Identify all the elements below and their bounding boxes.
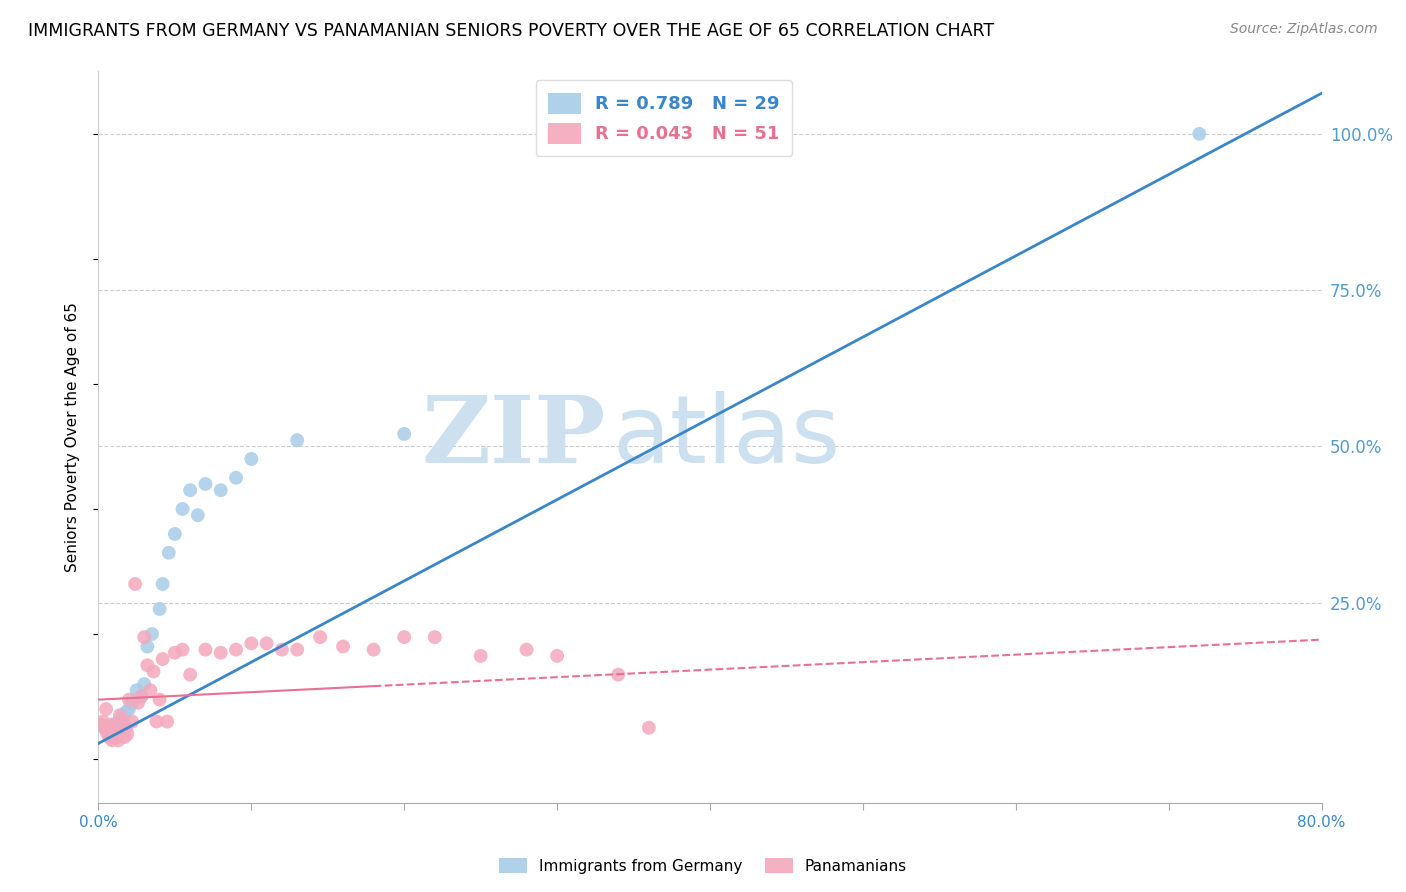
- Point: [134, 630, 156, 644]
- Point: [93, 721, 115, 735]
- Point: [121, 714, 143, 729]
- Point: [111, 708, 134, 723]
- Point: [470, 648, 492, 663]
- Legend: Immigrants from Germany, Panamanians: Immigrants from Germany, Panamanians: [494, 852, 912, 880]
- Point: [172, 502, 194, 516]
- Legend: R = 0.789   N = 29, R = 0.043   N = 51: R = 0.789 N = 29, R = 0.043 N = 51: [536, 80, 793, 156]
- Point: [100, 727, 122, 741]
- Point: [179, 667, 201, 681]
- Point: [107, 714, 129, 729]
- Point: [270, 642, 292, 657]
- Point: [108, 708, 131, 723]
- Point: [156, 714, 179, 729]
- Point: [94, 702, 117, 716]
- Point: [101, 733, 124, 747]
- Point: [163, 646, 186, 660]
- Point: [115, 705, 138, 719]
- Point: [194, 642, 217, 657]
- Point: [98, 730, 121, 744]
- Point: [607, 667, 630, 681]
- Point: [117, 727, 139, 741]
- Point: [209, 483, 232, 498]
- Point: [118, 692, 141, 706]
- Point: [110, 711, 132, 725]
- Point: [139, 683, 162, 698]
- Point: [225, 471, 247, 485]
- Point: [104, 730, 127, 744]
- Point: [225, 642, 247, 657]
- Point: [94, 723, 117, 738]
- Point: [145, 714, 167, 729]
- Point: [285, 434, 308, 448]
- Point: [194, 477, 217, 491]
- Point: [134, 677, 156, 691]
- Point: [363, 642, 385, 657]
- Point: [240, 636, 263, 650]
- Point: [110, 723, 132, 738]
- Point: [149, 692, 172, 706]
- Point: [149, 602, 172, 616]
- Y-axis label: Seniors Poverty Over the Age of 65: Seniors Poverty Over the Age of 65: [65, 302, 80, 572]
- Point: [152, 652, 174, 666]
- Point: [90, 717, 112, 731]
- Point: [91, 714, 114, 729]
- Point: [516, 642, 538, 657]
- Point: [187, 508, 209, 523]
- Point: [209, 646, 232, 660]
- Point: [179, 483, 201, 498]
- Point: [240, 452, 263, 467]
- Point: [172, 642, 194, 657]
- Point: [121, 696, 143, 710]
- Point: [103, 717, 125, 731]
- Point: [285, 642, 308, 657]
- Point: [309, 630, 332, 644]
- Text: atlas: atlas: [612, 391, 841, 483]
- Point: [125, 683, 148, 698]
- Point: [136, 640, 159, 654]
- Point: [163, 527, 186, 541]
- Text: ZIP: ZIP: [422, 392, 606, 482]
- Point: [129, 690, 152, 704]
- Point: [141, 627, 163, 641]
- Point: [637, 721, 661, 735]
- Point: [392, 630, 416, 644]
- Point: [105, 727, 128, 741]
- Text: Source: ZipAtlas.com: Source: ZipAtlas.com: [1230, 22, 1378, 37]
- Point: [152, 577, 174, 591]
- Point: [129, 690, 152, 704]
- Point: [118, 702, 141, 716]
- Point: [100, 717, 122, 731]
- Point: [332, 640, 354, 654]
- Point: [112, 730, 135, 744]
- Point: [124, 577, 146, 591]
- Point: [423, 630, 446, 644]
- Point: [97, 727, 120, 741]
- Point: [105, 721, 128, 735]
- Point: [107, 733, 129, 747]
- Point: [103, 721, 125, 735]
- Point: [256, 636, 278, 650]
- Point: [127, 696, 149, 710]
- Point: [1188, 127, 1211, 141]
- Point: [142, 665, 165, 679]
- Point: [546, 648, 568, 663]
- Point: [111, 714, 134, 729]
- Text: IMMIGRANTS FROM GERMANY VS PANAMANIAN SENIORS POVERTY OVER THE AGE OF 65 CORRELA: IMMIGRANTS FROM GERMANY VS PANAMANIAN SE…: [28, 22, 994, 40]
- Point: [115, 721, 138, 735]
- Point: [136, 658, 159, 673]
- Point: [157, 546, 180, 560]
- Point: [392, 426, 416, 441]
